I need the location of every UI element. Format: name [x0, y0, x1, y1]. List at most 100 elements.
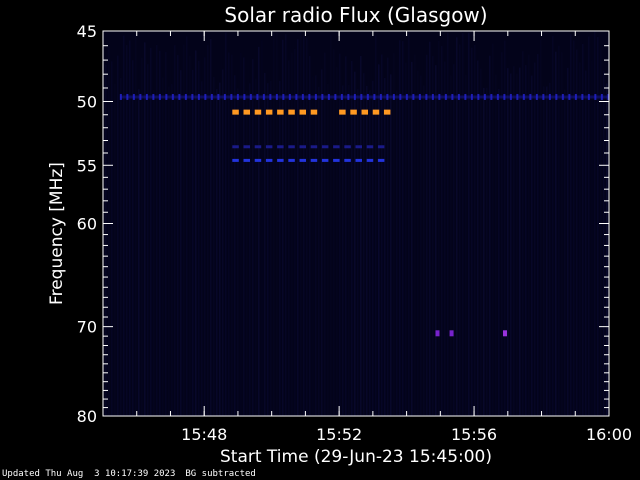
band-dash [334, 93, 337, 100]
noise-streak [471, 47, 473, 416]
band-dash [262, 93, 265, 100]
noise-streak [297, 39, 299, 416]
noise-streak [501, 52, 503, 416]
band-dash [275, 93, 278, 100]
burst-dash [299, 145, 307, 149]
band-dash [347, 93, 350, 100]
band-dash [457, 93, 460, 100]
noise-streak [411, 61, 413, 416]
band-dash [301, 93, 304, 100]
noise-streak [186, 36, 188, 417]
burst-dash [333, 158, 340, 162]
y-axis-label: Frequency [MHz] [47, 162, 67, 305]
noise-streak [333, 49, 335, 416]
noise-streak [390, 74, 392, 417]
noise-streak [207, 45, 209, 416]
noise-streak [189, 55, 191, 417]
noise-streak [282, 39, 284, 417]
band-dash [249, 93, 252, 100]
burst-dash [243, 145, 251, 149]
noise-streak [216, 89, 218, 416]
noise-streak [144, 42, 146, 416]
noise-streak [357, 89, 359, 416]
noise-streak [108, 45, 110, 416]
noise-streak [534, 62, 536, 416]
noise-streak [450, 75, 452, 417]
burst-dash [288, 109, 295, 115]
band-dash [308, 93, 311, 100]
noise-streak [228, 52, 230, 416]
band-dash [184, 93, 187, 100]
noise-streak [303, 36, 305, 416]
noise-streak [258, 46, 260, 417]
noise-streak [453, 64, 455, 417]
burst-dash [377, 158, 385, 162]
band-dash [399, 93, 402, 100]
noise-streak [426, 54, 428, 416]
noise-streak [111, 61, 113, 417]
noise-streak [546, 86, 548, 416]
noise-streak [129, 40, 131, 417]
noise-streak [225, 32, 227, 416]
noise-streak [120, 77, 122, 417]
x-axis-label: Start Time (29-Jun-23 15:45:00) [220, 447, 492, 467]
band-dash [204, 93, 207, 100]
band-dash [587, 93, 590, 100]
noise-streak [291, 52, 293, 417]
noise-streak [417, 70, 419, 416]
burst-dash [310, 145, 318, 149]
band-dash [412, 93, 415, 100]
noise-streak [438, 40, 440, 416]
noise-streak [399, 40, 401, 417]
noise-streak [267, 83, 269, 416]
noise-streak [483, 87, 485, 417]
band-dash [217, 93, 220, 100]
burst-dash [321, 158, 329, 162]
noise-streak [285, 34, 287, 417]
burst-dash [339, 109, 346, 115]
y-tick-label: 55 [77, 156, 97, 175]
burst-dash [383, 109, 391, 115]
noise-streak [396, 90, 398, 416]
band-dash [210, 93, 213, 100]
noise-streak [366, 85, 368, 417]
band-dash [548, 93, 551, 100]
band-dash [542, 93, 545, 100]
noise-streak [372, 80, 374, 416]
band-dash [360, 93, 363, 100]
noise-streak [378, 64, 380, 417]
noise-streak [234, 75, 236, 416]
noise-streak [420, 75, 422, 416]
band-dash [477, 93, 480, 100]
noise-streak [561, 52, 563, 417]
noise-streak [459, 44, 461, 417]
noise-streak [126, 45, 128, 417]
noise-streak [591, 60, 593, 416]
burst-dash [377, 145, 385, 149]
noise-streak [462, 32, 464, 417]
noise-streak [393, 53, 395, 416]
burst-dash [366, 158, 374, 162]
noise-streak [516, 73, 518, 416]
burst-dash [265, 145, 273, 149]
noise-streak [582, 43, 584, 416]
noise-streak [222, 69, 224, 417]
band-dash [373, 93, 376, 100]
band-dash [379, 93, 382, 100]
noise-streak [354, 71, 356, 417]
noise-streak [345, 56, 347, 417]
noise-streak [204, 57, 206, 416]
band-dash [282, 93, 285, 100]
noise-streak [165, 52, 167, 416]
burst-dash [333, 145, 340, 149]
band-dash [503, 93, 506, 100]
band-dash [490, 93, 493, 100]
x-tick-label: 15:56 [451, 425, 497, 444]
noise-streak [243, 57, 245, 416]
noise-streak [489, 55, 491, 417]
emission-spot [435, 330, 440, 337]
noise-streak [177, 55, 179, 417]
noise-streak [405, 62, 407, 417]
noise-streak [288, 60, 290, 416]
updated-timestamp: Updated Thu Aug 3 10:17:39 2023 [2, 469, 176, 479]
